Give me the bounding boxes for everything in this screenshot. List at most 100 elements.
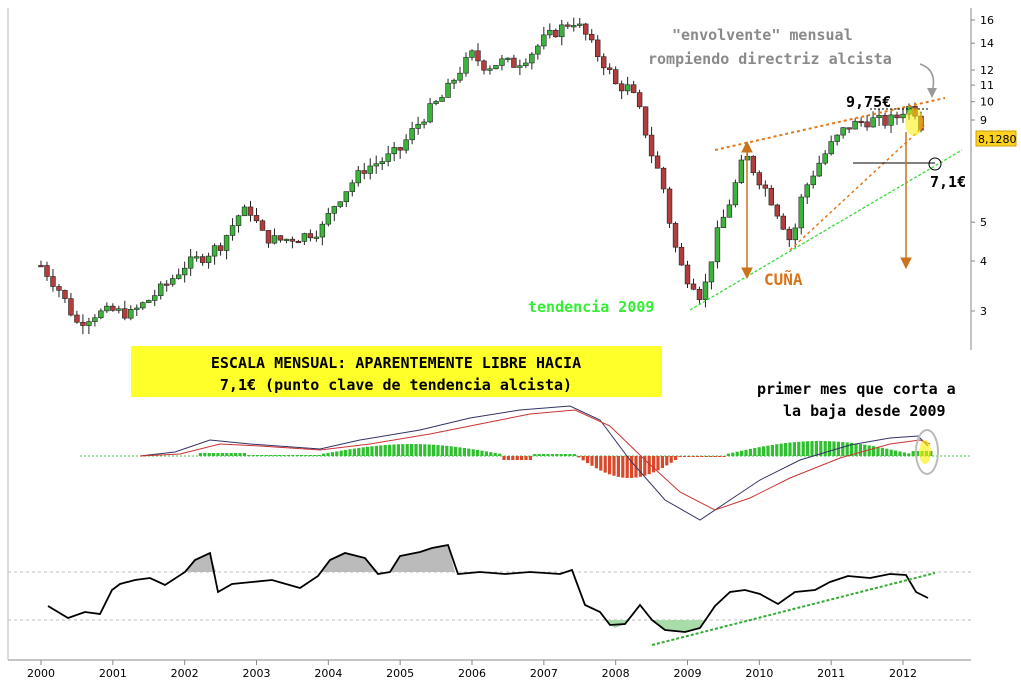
- macd-bar-positive: [238, 453, 242, 456]
- last-price-box: [975, 130, 1017, 147]
- macd-bar-positive: [484, 451, 488, 456]
- macd-bar-positive: [819, 441, 823, 456]
- candle-down: [56, 286, 62, 291]
- candle-down: [595, 39, 601, 57]
- macd-bar-negative: [515, 456, 519, 460]
- macd-bar-positive: [247, 455, 251, 456]
- candle-up: [241, 206, 248, 217]
- macd-bar-positive: [352, 448, 356, 456]
- candle-up: [86, 321, 92, 326]
- envolvente-text-1: "envolvente" mensual: [672, 26, 853, 44]
- macd-bar-negative: [586, 456, 590, 464]
- candle-down: [636, 92, 643, 108]
- time-tick-label: 2009: [674, 667, 702, 680]
- candle-up: [313, 236, 320, 239]
- candle-up: [720, 216, 727, 228]
- time-tick-label: 2006: [458, 667, 486, 680]
- macd-bar-positive: [339, 450, 343, 456]
- macd-bar-positive: [401, 444, 405, 456]
- candle-down: [68, 298, 74, 316]
- macd-bar-negative: [612, 456, 616, 476]
- candle-up: [900, 113, 906, 119]
- summary-box: [131, 346, 662, 397]
- envolvente-pointer-head: [927, 88, 937, 98]
- macd-bar-negative: [709, 456, 713, 457]
- candle-up: [367, 165, 373, 174]
- macd-bar-positive: [744, 449, 748, 456]
- macd-bar-negative: [590, 456, 594, 466]
- candle-down: [80, 321, 86, 326]
- candle-up: [738, 159, 745, 184]
- candle-up: [433, 101, 439, 104]
- macd-bar-positive: [559, 454, 563, 456]
- macd-bar-positive: [379, 445, 383, 456]
- price-tick-label: 10: [980, 96, 994, 109]
- candle-down: [768, 187, 775, 206]
- candle-up: [158, 283, 164, 296]
- candle-down: [666, 188, 673, 224]
- candle-up: [146, 300, 152, 303]
- macd-bar-positive: [740, 450, 744, 456]
- candle-up: [828, 141, 834, 155]
- macd-bar-negative: [502, 456, 506, 460]
- macd-bar-positive: [757, 447, 761, 456]
- macd-bar-positive: [476, 449, 480, 456]
- candle-up: [271, 235, 278, 244]
- target-circle: [928, 157, 942, 171]
- candle-down: [511, 57, 517, 68]
- macd-bar-positive: [726, 453, 730, 456]
- macd-bar-negative: [713, 456, 717, 457]
- candle-up: [451, 79, 457, 84]
- macd-bar-positive: [348, 449, 352, 456]
- candle-down: [750, 155, 757, 173]
- wedge-lower-line: [789, 124, 926, 251]
- candle-up: [535, 45, 541, 55]
- macd-bar-negative: [625, 456, 629, 478]
- macd-bar-positive: [458, 447, 462, 456]
- macd-signal-line: [139, 409, 931, 511]
- candlesticks: [38, 17, 924, 335]
- candle-down: [618, 83, 625, 92]
- candle-down: [786, 228, 792, 241]
- candle-up: [792, 227, 798, 241]
- macd-bar-positive: [326, 452, 330, 456]
- candle-up: [559, 24, 565, 38]
- macd-bar-negative: [652, 456, 656, 473]
- price-tick-label: 11: [980, 79, 994, 92]
- macd-bar-positive: [396, 444, 400, 456]
- time-axis-ticks: 2000 2001 2002 2003 2004 2005 2006 2007 2008 2009…: [27, 660, 917, 680]
- candle-up: [469, 50, 475, 58]
- candle-down: [660, 167, 667, 190]
- macd-bar-positive: [418, 444, 422, 456]
- macd-bar-positive: [916, 451, 920, 456]
- macd-bar-positive: [467, 448, 471, 456]
- macd-bar-negative: [669, 456, 673, 463]
- candle-up: [98, 310, 104, 319]
- macd-bar-negative: [581, 456, 585, 461]
- candle-up: [343, 191, 349, 203]
- candle-down: [110, 305, 116, 311]
- macd-bar-positive: [454, 446, 458, 456]
- macd-bar-negative: [511, 456, 515, 460]
- macd-bar-positive: [876, 446, 880, 456]
- macd-bar-positive: [823, 441, 827, 456]
- candle-down: [253, 215, 260, 222]
- candle-up: [181, 267, 188, 276]
- summary-line-2: 7,1€ (punto clave de tendencia alcista): [220, 376, 572, 394]
- macd-bar-positive: [207, 453, 211, 456]
- candle-down: [589, 33, 595, 41]
- summary-line-1: ESCALA MENSUAL: APARENTEMENTE LIBRE HACI…: [211, 354, 581, 372]
- candle-up: [421, 121, 427, 125]
- macd-bar-positive: [797, 441, 801, 456]
- time-tick-label: 2001: [99, 667, 127, 680]
- candle-up: [403, 139, 409, 151]
- candle-down: [654, 155, 661, 169]
- macd-bar-negative: [528, 456, 532, 460]
- macd-bar-positive: [423, 444, 427, 456]
- candle-down: [690, 283, 697, 290]
- macd-bar-positive: [568, 454, 572, 456]
- macd-bar-positive: [374, 445, 378, 456]
- candle-up: [128, 309, 134, 319]
- macd-bar-positive: [313, 455, 317, 456]
- candle-up: [810, 175, 816, 186]
